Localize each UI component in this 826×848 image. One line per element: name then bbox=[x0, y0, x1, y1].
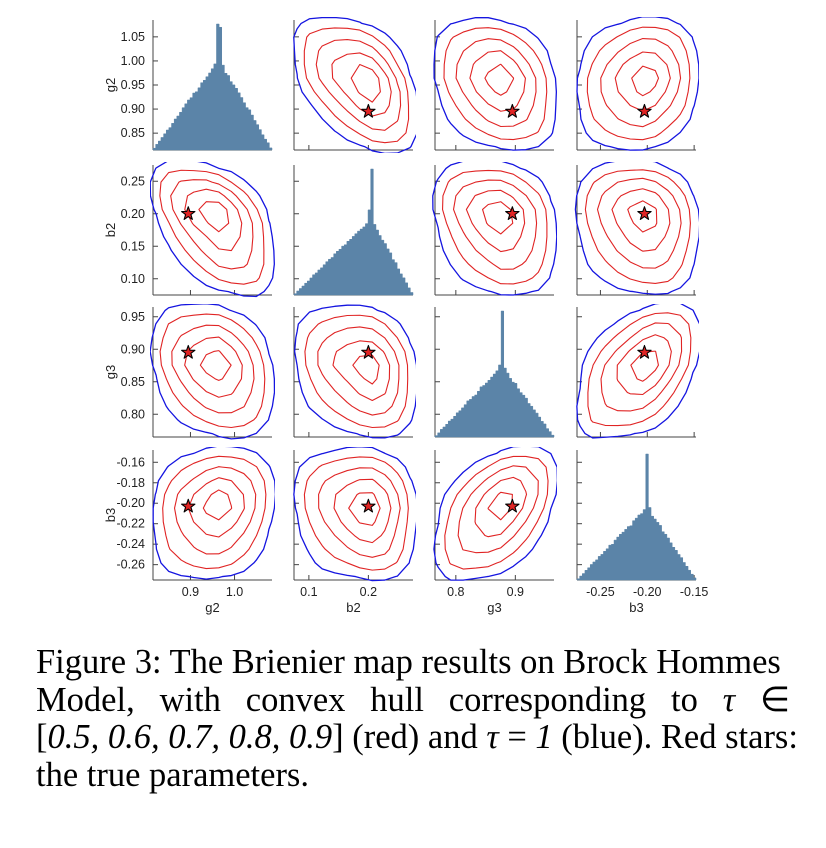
svg-text:-0.25: -0.25 bbox=[586, 585, 615, 599]
svg-text:b3: b3 bbox=[629, 600, 643, 615]
svg-text:g3: g3 bbox=[103, 365, 118, 379]
svg-text:0.8: 0.8 bbox=[448, 585, 465, 599]
svg-text:0.9: 0.9 bbox=[182, 585, 199, 599]
svg-text:1.0: 1.0 bbox=[226, 585, 243, 599]
svg-text:0.1: 0.1 bbox=[300, 585, 317, 599]
svg-text:b2: b2 bbox=[103, 223, 118, 237]
svg-text:0.85: 0.85 bbox=[121, 126, 145, 140]
svg-text:-0.16: -0.16 bbox=[117, 455, 146, 469]
svg-text:g2: g2 bbox=[103, 78, 118, 92]
svg-text:-0.15: -0.15 bbox=[680, 585, 709, 599]
svg-text:0.95: 0.95 bbox=[121, 78, 145, 92]
svg-text:-0.26: -0.26 bbox=[117, 557, 146, 571]
svg-text:b2: b2 bbox=[346, 600, 360, 615]
svg-text:1.05: 1.05 bbox=[121, 30, 145, 44]
svg-text:-0.24: -0.24 bbox=[117, 537, 146, 551]
svg-text:-0.20: -0.20 bbox=[117, 496, 146, 510]
svg-text:g2: g2 bbox=[205, 600, 219, 615]
svg-text:0.25: 0.25 bbox=[121, 174, 145, 188]
svg-text:-0.18: -0.18 bbox=[117, 475, 146, 489]
svg-text:0.90: 0.90 bbox=[121, 102, 145, 116]
svg-text:b3: b3 bbox=[103, 507, 118, 521]
svg-text:0.20: 0.20 bbox=[121, 207, 145, 221]
svg-text:1.00: 1.00 bbox=[121, 54, 145, 68]
svg-text:0.95: 0.95 bbox=[121, 310, 145, 324]
svg-text:0.85: 0.85 bbox=[121, 375, 145, 389]
svg-text:0.10: 0.10 bbox=[121, 272, 145, 286]
svg-text:0.9: 0.9 bbox=[507, 585, 524, 599]
svg-text:0.15: 0.15 bbox=[121, 239, 145, 253]
svg-text:0.2: 0.2 bbox=[360, 585, 377, 599]
svg-text:-0.22: -0.22 bbox=[117, 516, 146, 530]
svg-text:-0.20: -0.20 bbox=[633, 585, 662, 599]
svg-text:0.80: 0.80 bbox=[121, 407, 145, 421]
svg-text:g3: g3 bbox=[488, 600, 502, 615]
svg-text:0.90: 0.90 bbox=[121, 342, 145, 356]
